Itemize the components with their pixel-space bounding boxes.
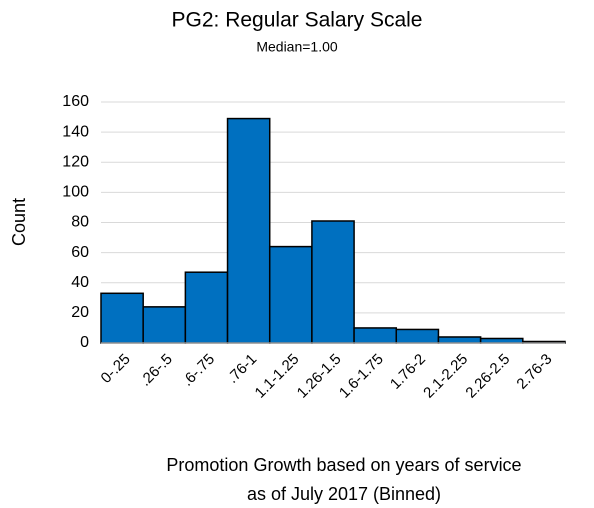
bar xyxy=(100,292,144,344)
bar xyxy=(395,328,440,344)
y-tick-label: 120 xyxy=(62,153,89,170)
y-tick-label: 160 xyxy=(62,93,89,110)
bar xyxy=(437,336,482,344)
y-tick-label: 140 xyxy=(62,123,89,140)
y-tick-label: 20 xyxy=(71,304,89,321)
y-tick-label: 100 xyxy=(62,184,89,201)
x-tick-label: 1.26-1.5 xyxy=(294,351,345,402)
x-tick-label: 2.26-2.5 xyxy=(462,351,513,402)
x-axis-label: as of July 2017 (Binned) xyxy=(247,484,441,504)
bar xyxy=(268,245,313,344)
chart-title: PG2: Regular Salary Scale xyxy=(172,9,423,32)
bar xyxy=(353,327,398,344)
x-tick-label: .76-1 xyxy=(224,351,260,387)
bar xyxy=(226,117,271,344)
y-axis-label: Count xyxy=(9,198,29,246)
x-tick-label: 1.1-1.25 xyxy=(252,351,303,402)
y-tick-label: 40 xyxy=(71,274,89,291)
x-tick-label: 1.6-1.75 xyxy=(336,351,387,402)
bar xyxy=(184,271,229,344)
x-tick-label: 2.76-3 xyxy=(513,351,555,393)
x-axis-label: Promotion Growth based on years of servi… xyxy=(166,455,521,475)
x-tick-label: 0-.25 xyxy=(98,351,134,387)
x-tick-label: 2.1-2.25 xyxy=(420,351,471,402)
y-tick-label: 60 xyxy=(71,244,89,261)
x-tick-label: .6-.75 xyxy=(179,351,218,390)
y-tick-label: 80 xyxy=(71,214,89,231)
chart-subtitle: Median=1.00 xyxy=(256,39,338,55)
bar xyxy=(479,337,524,344)
y-tick-label: 0 xyxy=(80,334,89,351)
bar xyxy=(142,306,187,344)
bar xyxy=(311,220,355,344)
x-tick-label: .26-.5 xyxy=(137,351,176,390)
